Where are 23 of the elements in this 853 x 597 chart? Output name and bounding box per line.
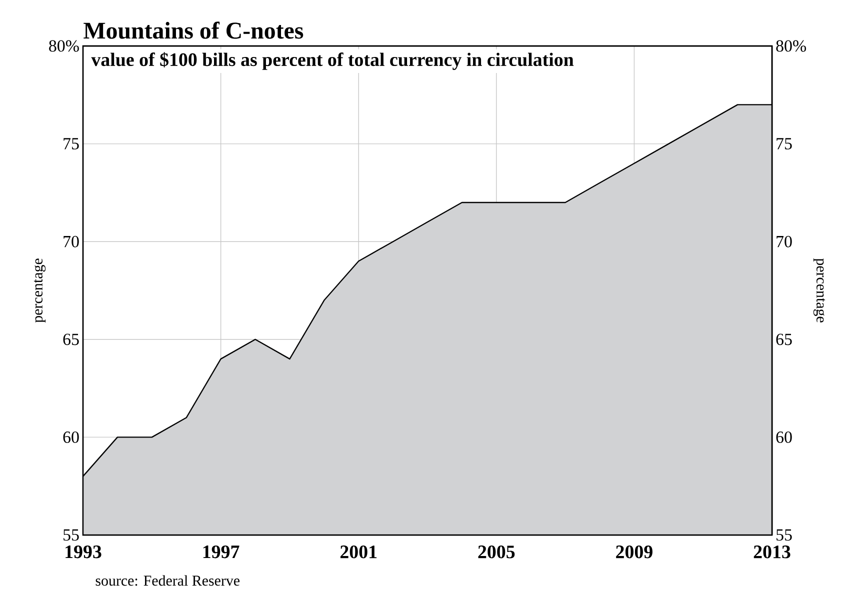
y2-tick-label: 60 [776, 431, 792, 443]
chart-subtitle: value of $100 bills as percent of total currency in circulation [91, 52, 574, 70]
x-tick-label: 1997 [203, 545, 240, 558]
y-tick-label: 65 [63, 334, 79, 346]
y-axis-title: percentage [34, 258, 46, 323]
y2-tick-label: 65 [776, 334, 792, 346]
y2-tick-label: 75 [776, 138, 792, 150]
x-tick-label: 1993 [66, 545, 102, 558]
y-tick-label: 55 [64, 529, 79, 541]
y-tick-label: 75 [64, 138, 79, 150]
source-note: source: Federal Reserve [96, 575, 240, 586]
y2-tick-label: 80% [776, 40, 806, 52]
x-tick-label: 2001 [340, 546, 377, 558]
y2-tick-label: 55 [776, 529, 792, 541]
y-tick-label: 70 [64, 236, 79, 248]
y-tick-label: 80% [49, 40, 79, 52]
y2-tick-label: 70 [776, 236, 792, 248]
x-tick-label: 2013 [754, 546, 790, 558]
x-tick-label: 2009 [616, 546, 652, 558]
y-tick-label: 60 [63, 431, 79, 443]
x-tick-label: 2005 [478, 546, 515, 558]
y2-axis-title: percentage [813, 258, 826, 322]
chart-title: Mountains of C-notes [84, 22, 304, 39]
